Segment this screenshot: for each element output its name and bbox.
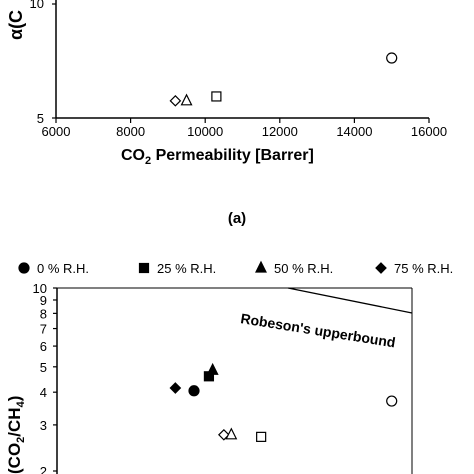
panel-b-ylabel: (CO2/CH4) (5, 396, 27, 474)
legend-label: 50 % R.H. (274, 261, 333, 276)
panel-b-ytick-label: 6 (40, 339, 47, 354)
legend-label: 0 % R.H. (37, 261, 89, 276)
panel-b-filled-point (188, 385, 200, 397)
legend-marker-triangle (255, 260, 267, 273)
panel-b-ylabel-ch: /CH (5, 407, 24, 436)
panel-b-ylabel-end: ) (5, 396, 24, 402)
panel-b-ylabel-sub1: 2 (15, 437, 27, 443)
legend-marker-circle (18, 262, 30, 274)
panel-a-point (169, 94, 182, 107)
panel-a-point (211, 91, 222, 102)
panel-a-xtick-label: 12000 (262, 124, 298, 139)
panel-b-open-point (225, 427, 238, 440)
panel-b-ylabel-sub2: 4 (15, 400, 27, 407)
panel-a-ytick-10: 10 (30, 0, 44, 11)
panel-b-points (169, 362, 398, 442)
panel-b-open-point (256, 431, 267, 442)
legend-label: 25 % R.H. (157, 261, 216, 276)
robeson-annotation: Robeson's upperbound (240, 310, 397, 350)
panel-a-point (386, 52, 398, 64)
panel-a-xticks: 6000 8000 10000 12000 14000 16000 (42, 118, 447, 139)
panel-b-ylabel-co: (CO (5, 443, 24, 474)
panel-a-caption: (a) (228, 210, 246, 227)
panel-b-ytick-label: 3 (40, 418, 47, 433)
panel-a-xtick-label: 10000 (187, 124, 223, 139)
legend-marker-square (138, 262, 150, 274)
panel-a-xlabel-rest: Permeability [Barrer] (151, 147, 314, 164)
panel-a-xtick-label: 8000 (116, 124, 145, 139)
panel-a-point (180, 93, 193, 106)
panel-b-open-point (218, 428, 230, 441)
panel-a-xlabel-sub: 2 (145, 155, 151, 167)
panel-b: 0 % R.H. 25 % R.H. 50 % R.H. 75 % R.H. 2 3 4 5… (5, 260, 453, 474)
panel-a-xtick-label: 6000 (42, 124, 71, 139)
panel-b-ytick-label: 5 (40, 360, 47, 375)
panel-b-ytick-label: 4 (40, 385, 47, 400)
panel-a-xtick-label: 16000 (411, 124, 447, 139)
legend-marker-diamond (375, 262, 387, 274)
panel-a-ytick-5: 5 (37, 111, 44, 126)
panel-b-open-point (386, 395, 398, 407)
panel-b-filled-point (206, 362, 219, 375)
panel-a-xlabel: CO2 Permeability [Barrer] (121, 147, 314, 167)
panel-a: α(C 10 5 6000 8000 10000 12000 14000 16000 CO… (6, 0, 447, 227)
panel-b-ytick-label: 7 (40, 322, 47, 337)
panel-b-ytick-label: 9 (40, 293, 47, 308)
panel-b-legend: 0 % R.H. 25 % R.H. 50 % R.H. 75 % R.H. (18, 260, 453, 276)
panel-a-ylabel: α(C (6, 10, 26, 40)
panel-a-xtick-label: 14000 (336, 124, 372, 139)
panel-b-ytick-label: 8 (40, 306, 47, 321)
legend-label: 75 % R.H. (394, 261, 453, 276)
panel-b-ytick-label: 10 (33, 281, 47, 296)
panel-a-xlabel-co: CO (121, 147, 145, 164)
panel-b-ytick-label: 2 (40, 464, 47, 474)
panel-b-filled-point (169, 382, 182, 394)
robeson-upperbound-line (287, 287, 413, 314)
panel-a-points (169, 52, 398, 107)
